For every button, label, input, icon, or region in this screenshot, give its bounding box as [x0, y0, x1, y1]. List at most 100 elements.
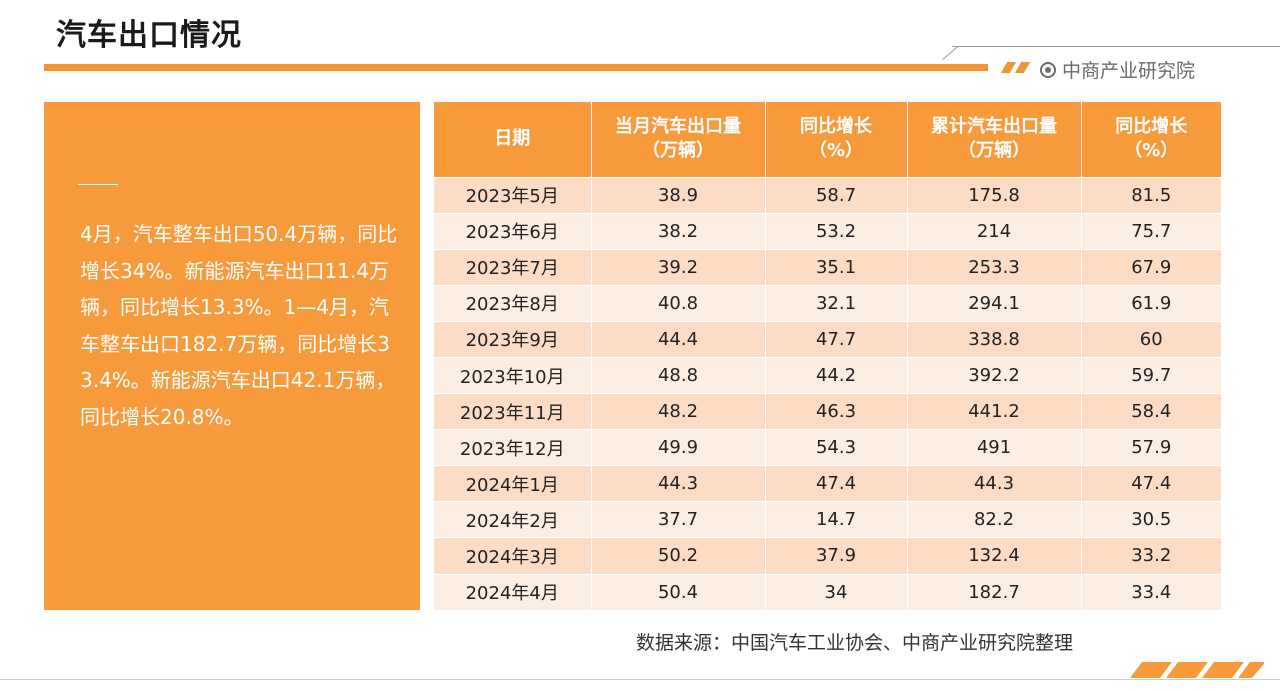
table-cell: 75.7: [1081, 212, 1221, 250]
table-cell: 14.7: [765, 501, 908, 538]
table-cell: 47.7: [765, 320, 908, 358]
table-cell: 47.4: [765, 465, 908, 502]
table-cell: 61.9: [1081, 284, 1221, 322]
table-cell: 30.5: [1081, 501, 1221, 538]
table-row: 2023年8月 40.8 32.1 294.1 61.9: [434, 284, 1221, 322]
column-header-line: （万辆）: [642, 140, 714, 162]
table-cell: 67.9: [1081, 248, 1221, 286]
export-data-table: 日期 当月汽车出口量 （万辆） 同比增长 （%） 累计汽车出口量 （万辆） 同比增长 （%） 2…: [434, 102, 1221, 611]
header-rule: [952, 46, 1280, 47]
table-cell: 32.1: [765, 284, 908, 322]
table-cell: 40.8: [591, 284, 766, 322]
table-cell: 44.4: [591, 320, 766, 358]
table-row: 2023年12月 49.9 54.3 491 57.9: [434, 429, 1221, 466]
table-cell: 82.2: [907, 501, 1082, 538]
table-cell: 2024年3月: [434, 537, 592, 575]
table-cell: 33.2: [1081, 537, 1221, 575]
table-cell: 47.4: [1081, 465, 1221, 502]
column-header-line: 同比增长: [800, 116, 872, 138]
target-circle-icon: [1040, 61, 1056, 78]
table-cell: 294.1: [907, 284, 1082, 322]
table-cell: 2023年5月: [434, 176, 592, 214]
table-cell: 59.7: [1081, 356, 1221, 394]
table-cell: 58.4: [1081, 393, 1221, 430]
table-cell: 441.2: [907, 393, 1082, 430]
column-header-line: 日期: [494, 128, 531, 150]
table-cell: 38.9: [591, 176, 766, 214]
table-cell: 2023年12月: [434, 429, 592, 466]
table-cell: 2023年9月: [434, 320, 592, 358]
table-cell: 81.5: [1081, 176, 1221, 214]
header-slash-decor: [1014, 62, 1031, 73]
table-cell: 44.3: [591, 465, 766, 502]
table-cell: 2024年4月: [434, 573, 592, 611]
table-row: 2024年2月 37.7 14.7 82.2 30.5: [434, 501, 1221, 538]
table-cell: 50.4: [591, 573, 766, 611]
table-header-row: 日期 当月汽车出口量 （万辆） 同比增长 （%） 累计汽车出口量 （万辆） 同比增长 （%）: [434, 102, 1221, 177]
table-cell: 491: [907, 429, 1082, 466]
column-header: 同比增长 （%）: [765, 102, 908, 177]
table-cell: 214: [907, 212, 1082, 250]
table-cell: 2023年7月: [434, 248, 592, 286]
table-cell: 46.3: [765, 393, 908, 430]
footer-rule: [0, 679, 1280, 680]
data-source-note: 数据来源：中国汽车工业协会、中商产业研究院整理: [636, 632, 1074, 654]
header-accent-bar: [44, 64, 988, 71]
summary-panel: 4月，汽车整车出口50.4万辆，同比增长34%。新能源汽车出口11.4万辆，同比…: [44, 102, 420, 610]
column-header-line: 累计汽车出口量: [931, 116, 1057, 138]
table-row: 2023年9月 44.4 47.7 338.8 60: [434, 320, 1221, 358]
table-body: 2023年5月 38.9 58.7 175.8 81.5 2023年6月 38.2 53.2 2…: [434, 176, 1221, 611]
column-header-line: 当月汽车出口量: [615, 116, 741, 138]
table-cell: 175.8: [907, 176, 1082, 214]
table-cell: 54.3: [765, 429, 908, 466]
table-cell: 39.2: [591, 248, 766, 286]
brand-logo: 中商产业研究院: [1040, 56, 1195, 83]
table-cell: 44.2: [765, 356, 908, 394]
table-cell: 37.7: [591, 501, 766, 538]
table-cell: 182.7: [907, 573, 1082, 611]
summary-text: 4月，汽车整车出口50.4万辆，同比增长34%。新能源汽车出口11.4万辆，同比…: [80, 222, 398, 429]
table-row: 2023年7月 39.2 35.1 253.3 67.9: [434, 248, 1221, 286]
table-cell: 253.3: [907, 248, 1082, 286]
table-cell: 58.7: [765, 176, 908, 214]
header-decor-line: [942, 46, 959, 60]
table-cell: 2023年6月: [434, 212, 592, 250]
table-cell: 2023年11月: [434, 393, 592, 430]
table-cell: 49.9: [591, 429, 766, 466]
table-cell: 48.2: [591, 393, 766, 430]
table-cell: 392.2: [907, 356, 1082, 394]
brand-name: 中商产业研究院: [1062, 60, 1196, 82]
table-row: 2023年5月 38.9 58.7 175.8 81.5: [434, 176, 1221, 214]
column-header: 当月汽车出口量 （万辆）: [591, 102, 766, 177]
table-cell: 132.4: [907, 537, 1082, 575]
table-cell: 38.2: [591, 212, 766, 250]
table-cell: 44.3: [907, 465, 1082, 502]
table-row: 2024年4月 50.4 34 182.7 33.4: [434, 573, 1221, 611]
table-cell: 60: [1081, 320, 1221, 358]
table-row: 2024年3月 50.2 37.9 132.4 33.2: [434, 537, 1221, 575]
column-header-line: 同比增长: [1115, 116, 1188, 138]
table-row: 2023年10月 48.8 44.2 392.2 59.7: [434, 356, 1221, 394]
panel-rule: [78, 184, 118, 185]
column-header: 同比增长 （%）: [1081, 102, 1221, 177]
table-cell: 57.9: [1081, 429, 1221, 466]
table-cell: 2023年10月: [434, 356, 592, 394]
column-header-line: （%）: [808, 140, 864, 162]
table-cell: 2024年1月: [434, 465, 592, 502]
table-cell: 50.2: [591, 537, 766, 575]
column-header: 累计汽车出口量 （万辆）: [907, 102, 1082, 177]
table-cell: 53.2: [765, 212, 908, 250]
table-cell: 37.9: [765, 537, 908, 575]
table-cell: 2024年2月: [434, 501, 592, 538]
table-cell: 48.8: [591, 356, 766, 394]
table-cell: 35.1: [765, 248, 908, 286]
header-slash-decor: [1000, 62, 1017, 73]
table-cell: 33.4: [1081, 573, 1221, 611]
column-header-line: （%）: [1124, 140, 1179, 162]
table-cell: 34: [765, 573, 908, 611]
table-cell: 338.8: [907, 320, 1082, 358]
page-title: 汽车出口情况: [56, 18, 242, 53]
table-row: 2023年6月 38.2 53.2 214 75.7: [434, 212, 1221, 250]
table-cell: 2023年8月: [434, 284, 592, 322]
table-row: 2023年11月 48.2 46.3 441.2 58.4: [434, 393, 1221, 430]
